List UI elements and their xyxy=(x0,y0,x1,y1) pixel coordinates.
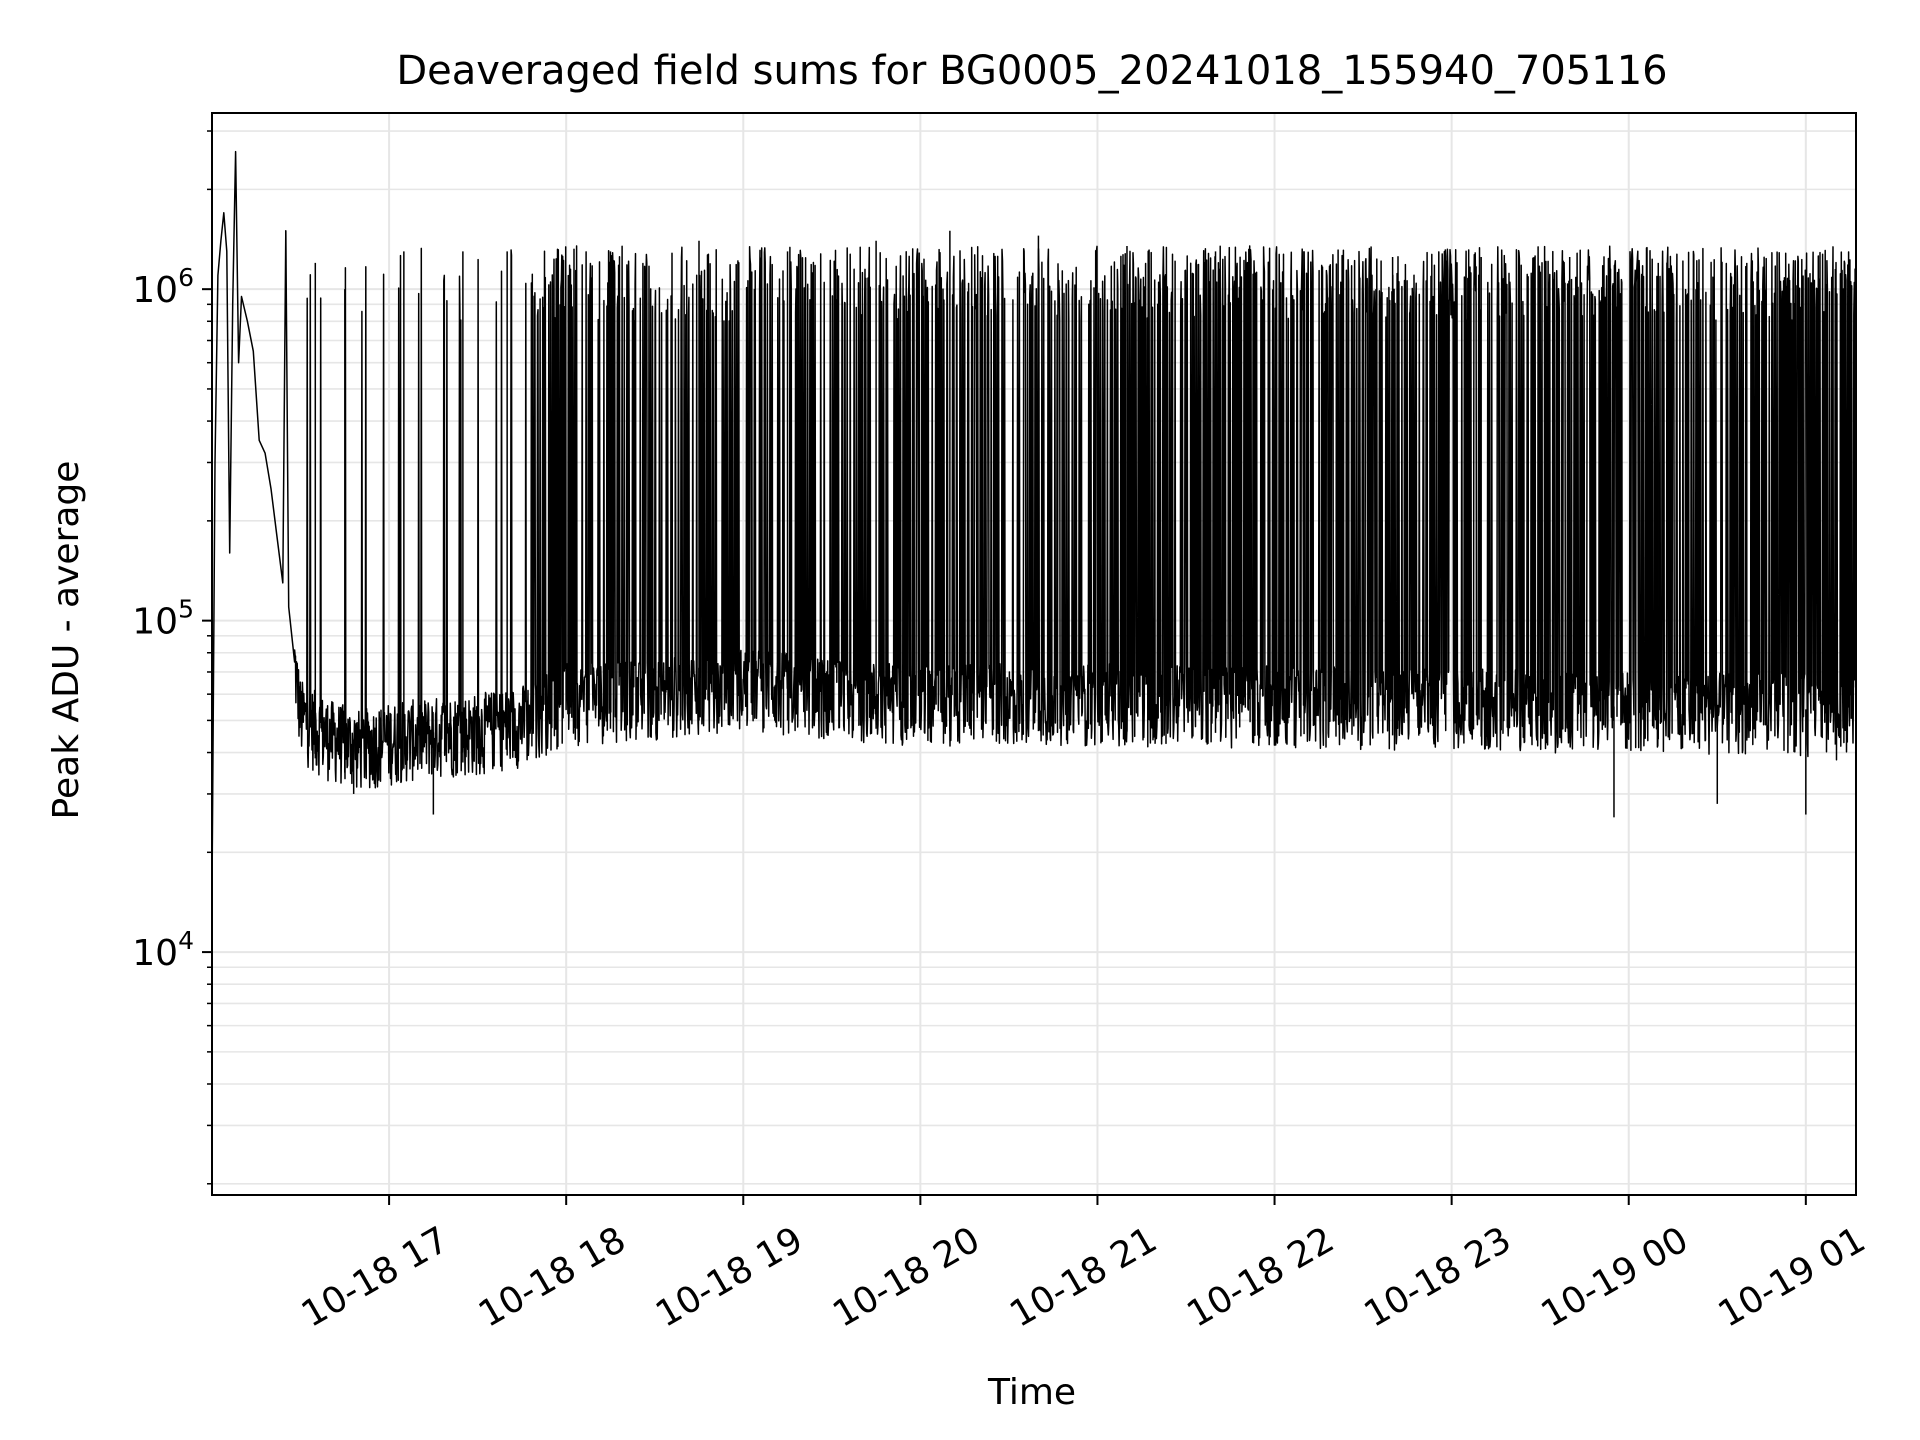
y-tick-label: 106 xyxy=(132,263,194,311)
y-tick-label: 105 xyxy=(132,595,194,643)
x-axis-label: Time xyxy=(987,1372,1076,1413)
plot-frame xyxy=(211,112,1857,1196)
y-axis-ticks: 104 105 106 xyxy=(132,130,212,1185)
series-path xyxy=(211,150,1857,894)
series-line xyxy=(211,150,1857,894)
y-tick-label: 104 xyxy=(132,926,194,974)
y-axis-label: Peak ADU - average xyxy=(46,461,87,820)
chart-title: Deaveraged field sums for BG0005_2024101… xyxy=(396,48,1667,94)
